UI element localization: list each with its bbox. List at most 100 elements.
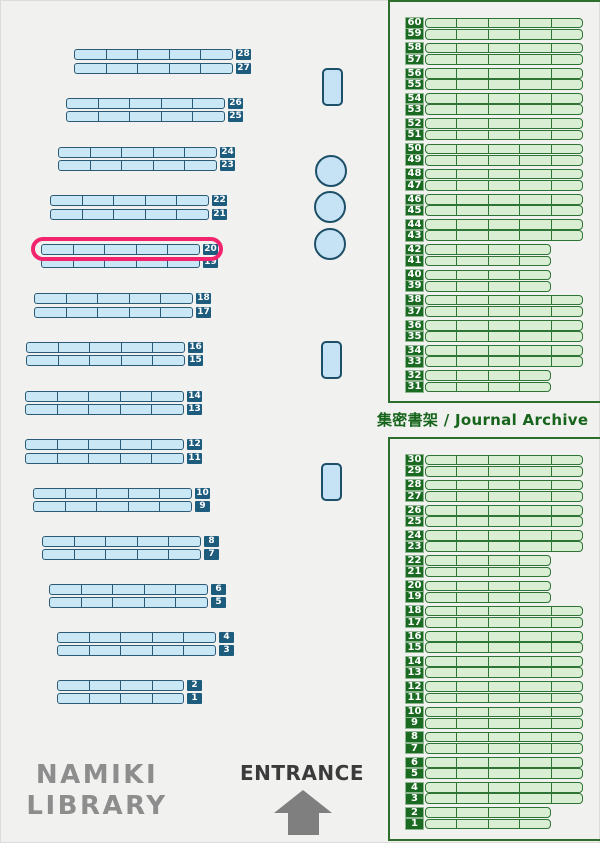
archive-shelf-number-34: 34 [405,344,424,357]
archive-shelf-number-32: 32 [405,369,424,382]
shelf-segment [105,245,137,254]
archive-shelf-segment [489,643,521,652]
archive-shelf-segment [426,732,458,742]
shelf-segment [160,489,191,498]
archive-shelf-38 [425,294,583,306]
archive-shelf-number-24: 24 [405,529,424,542]
archive-shelf-segment [426,55,458,64]
shelf-segment [152,405,183,414]
archive-shelf-segment [520,707,552,717]
archive-shelf-segment [489,155,521,165]
archive-shelf-18 [425,605,583,617]
shelf-segment [154,161,186,170]
shelf-segment [74,245,106,254]
archive-shelf-segment [552,733,582,742]
archive-shelf-segment [426,144,458,154]
shelf-segment [129,502,161,511]
bookshelf-26 [66,98,225,109]
shelf-segment [138,50,170,59]
shelf-segment [90,356,122,365]
archive-shelf-segment [552,206,582,215]
archive-shelf-46 [425,193,583,205]
archive-shelf-segment [426,466,458,476]
archive-shelf-segment [552,618,582,627]
journal-archive-label: 集密書架 / Journal Archive [377,411,589,429]
archive-shelf-number-43: 43 [405,230,424,242]
bookshelf-17 [34,307,193,318]
shelf-segment [138,537,170,546]
shelf-number-25: 25 [228,110,243,122]
archive-shelf-segment [426,556,458,566]
archive-shelf-segment [520,744,552,753]
bookshelf-8 [42,536,201,547]
archive-shelf-segment [520,371,550,380]
archive-shelf-segment [457,794,489,804]
shelf-number-12: 12 [187,438,202,450]
archive-shelf-segment [489,245,520,255]
shelf-segment [161,308,192,317]
archive-shelf-segment [426,631,458,641]
archive-shelf-segment [552,492,582,501]
archive-shelf-28 [425,479,583,491]
archive-shelf-9 [425,717,583,729]
bookshelf-2 [57,680,184,691]
archive-shelf-number-8: 8 [405,731,424,743]
archive-shelf-segment [489,718,521,728]
shelf-segment [66,502,98,511]
shelf-segment [177,196,208,205]
archive-shelf-segment [552,643,582,652]
archive-shelf-segment [552,156,582,165]
archive-shelf-segment [426,181,458,190]
archive-shelf-segment [520,618,552,627]
archive-shelf-11 [425,692,583,704]
archive-shelf-segment [426,592,458,602]
archive-shelf-29 [425,465,583,477]
archive-shelf-segment [457,542,489,552]
shelf-segment [83,210,115,219]
shelf-number-15: 15 [188,354,203,366]
archive-shelf-segment [457,682,489,692]
shelf-segment [121,454,153,463]
archive-shelf-segment [489,94,521,103]
shelf-segment [97,502,129,511]
archive-shelf-number-51: 51 [405,129,424,141]
journal-archive-upper-box: 60 59 58 57 56 55 54 53 52 51 50 49 48 47 46 45 44 43 42 41… [388,0,600,403]
archive-shelf-60 [425,17,583,29]
shelf-number-22: 22 [212,194,227,206]
bookshelf-14 [25,391,184,402]
archive-shelf-number-15: 15 [405,641,424,654]
archive-shelf-segment [457,357,489,367]
archive-shelf-segment [520,783,552,792]
archive-shelf-number-5: 5 [405,767,424,780]
archive-shelf-number-39: 39 [405,280,424,292]
archive-shelf-segment [457,307,489,316]
archive-shelf-number-17: 17 [405,616,424,629]
archive-shelf-segment [426,744,458,753]
archive-shelf-segment [457,657,489,666]
shelf-segment [121,681,153,690]
archive-shelf-number-55: 55 [405,78,424,91]
archive-shelf-8 [425,731,583,743]
archive-shelf-48 [425,168,583,180]
archive-shelf-segment [552,682,582,691]
archive-shelf-segment [489,80,521,89]
shelf-segment [51,210,83,219]
archive-shelf-segment [426,567,458,577]
archive-shelf-segment [489,55,521,64]
archive-shelf-segment [552,145,582,154]
shelf-segment [90,681,121,690]
archive-shelf-segment [489,144,521,154]
shelf-segment [153,694,184,703]
archive-shelf-segment [520,582,550,591]
shelf-segment [99,112,131,121]
archive-shelf-segment [457,55,489,64]
bookshelf-6 [49,584,208,595]
shelf-number-11: 11 [187,452,202,464]
archive-shelf-number-14: 14 [405,655,424,668]
archive-shelf-segment [489,382,520,392]
archive-shelf-37 [425,306,583,317]
shelf-number-2: 2 [187,679,202,691]
shelf-number-20: 20 [203,243,218,255]
archive-shelf-43 [425,230,583,242]
bookshelf-24 [58,147,217,158]
